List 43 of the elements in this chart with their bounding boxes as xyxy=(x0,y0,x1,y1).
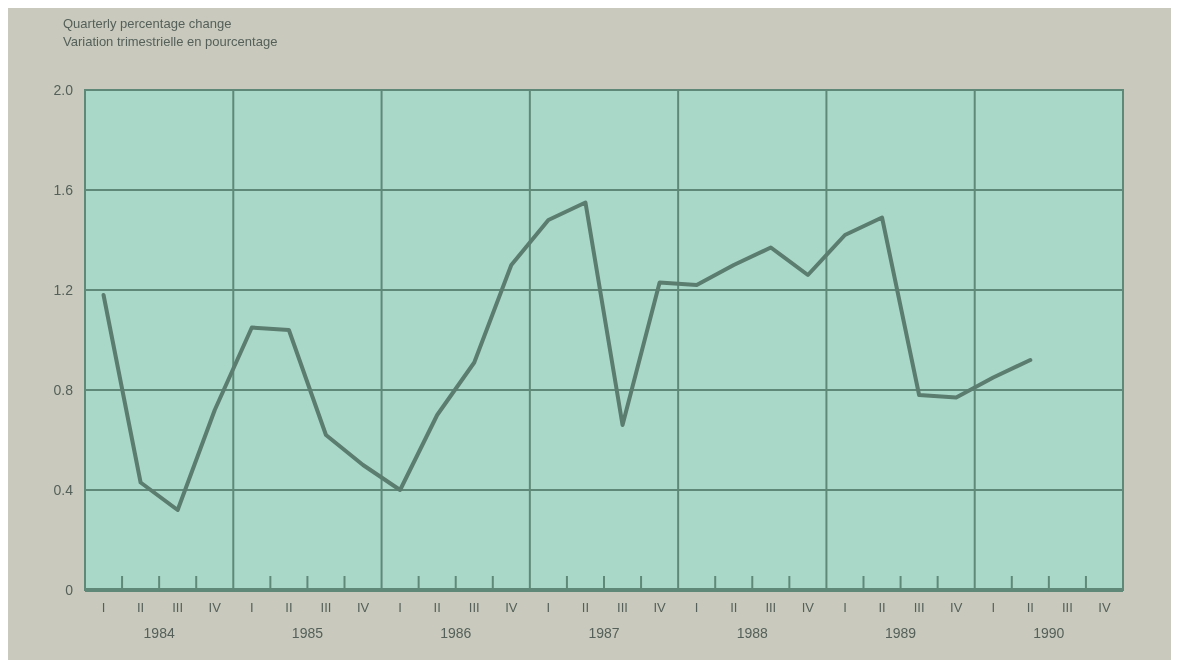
x-tick-label: III xyxy=(617,600,628,615)
x-tick-label: III xyxy=(320,600,332,615)
chart-title: Quarterly percentage change xyxy=(63,16,232,31)
text: 1985 xyxy=(291,625,324,641)
x-tick-label: III xyxy=(765,600,777,615)
x-tick-label: I xyxy=(398,600,402,615)
y-tick-label: 2.0 xyxy=(53,81,74,98)
x-tick-label: II xyxy=(878,600,886,615)
x-tick-label: IV xyxy=(356,600,370,615)
y-tick-label: 0 xyxy=(65,581,74,598)
y-tick-label: 1.6 xyxy=(53,181,74,198)
x-tick-label: IV xyxy=(653,600,667,615)
text: 1988 xyxy=(736,625,769,641)
x-tick-label: II xyxy=(581,600,590,615)
y-tick-label: 1.2 xyxy=(53,281,74,298)
y-tick-label: 0.4 xyxy=(53,481,74,498)
x-tick-label: I xyxy=(101,600,106,615)
x-tick-label: II xyxy=(433,600,441,615)
x-tick-label: I xyxy=(843,600,847,615)
x-tick-label: II xyxy=(285,600,293,615)
x-tick-label: III xyxy=(468,600,480,615)
x-tick-label: III xyxy=(1061,600,1073,615)
x-tick-label: IV xyxy=(1098,600,1111,615)
text: 1987 xyxy=(588,625,620,641)
x-tick-label: II xyxy=(730,600,738,615)
x-tick-label: III xyxy=(913,600,925,615)
x-tick-label: II xyxy=(1026,600,1034,615)
text: 1986 xyxy=(440,625,472,641)
x-tick-label: I xyxy=(250,600,254,615)
x-tick-label: IV xyxy=(208,600,222,615)
x-tick-label: IV xyxy=(950,600,963,615)
chart-subtitle: Variation trimestrielle en pourcentage xyxy=(63,34,278,49)
x-tick-label: IV xyxy=(505,600,518,615)
text: 1989 xyxy=(884,625,917,641)
x-tick-label: IV xyxy=(801,600,815,615)
x-tick-label: II xyxy=(136,600,145,615)
y-tick-label: 0.8 xyxy=(53,381,74,398)
text: 1990 xyxy=(1033,625,1065,641)
x-tick-label: I xyxy=(991,600,996,615)
x-tick-label: I xyxy=(546,600,551,615)
text: 1984 xyxy=(143,625,175,641)
x-tick-label: I xyxy=(694,600,699,615)
x-tick-label: III xyxy=(172,600,184,615)
